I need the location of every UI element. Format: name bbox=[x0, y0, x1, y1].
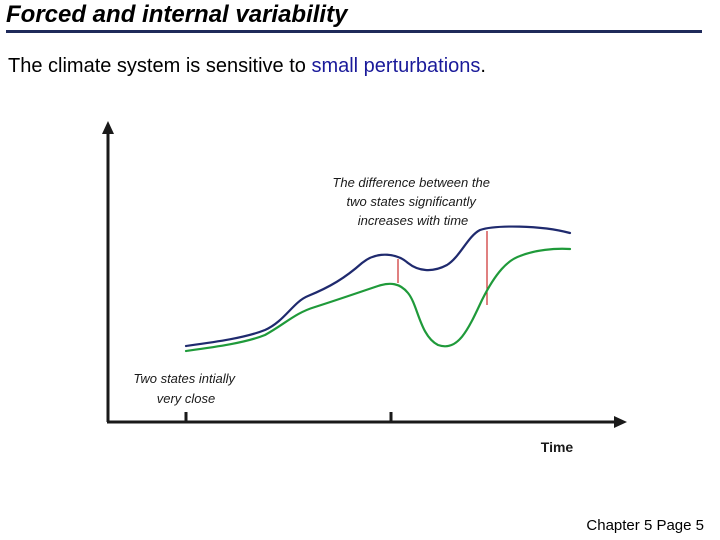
slide-subtitle: The climate system is sensitive to small… bbox=[8, 54, 486, 78]
subtitle-highlight: small perturbations bbox=[311, 55, 481, 77]
state-b-curve bbox=[184, 247, 572, 353]
slide-title: Forced and internal variability bbox=[6, 0, 702, 33]
x-axis-arrowhead bbox=[614, 416, 627, 428]
left-annotation: Two states intially very close bbox=[133, 371, 238, 406]
top-annotation-line-3: increases with time bbox=[358, 213, 469, 228]
left-annotation-line-2: very close bbox=[157, 391, 216, 406]
page-footer: Chapter 5 Page 5 bbox=[586, 517, 704, 534]
subtitle-main: The climate system is sensitive to bbox=[8, 55, 312, 77]
subtitle-end: . bbox=[480, 55, 486, 77]
top-annotation-line-2: two states significantly bbox=[347, 194, 478, 209]
y-axis-arrowhead bbox=[102, 121, 114, 134]
left-annotation-line-1: Two states intially bbox=[133, 371, 236, 386]
x-axis-label: Time bbox=[541, 439, 574, 455]
state-a-curve bbox=[184, 225, 572, 348]
top-annotation-line-1: The difference between the bbox=[332, 175, 490, 190]
top-annotation: The difference between the two states si… bbox=[332, 175, 493, 228]
